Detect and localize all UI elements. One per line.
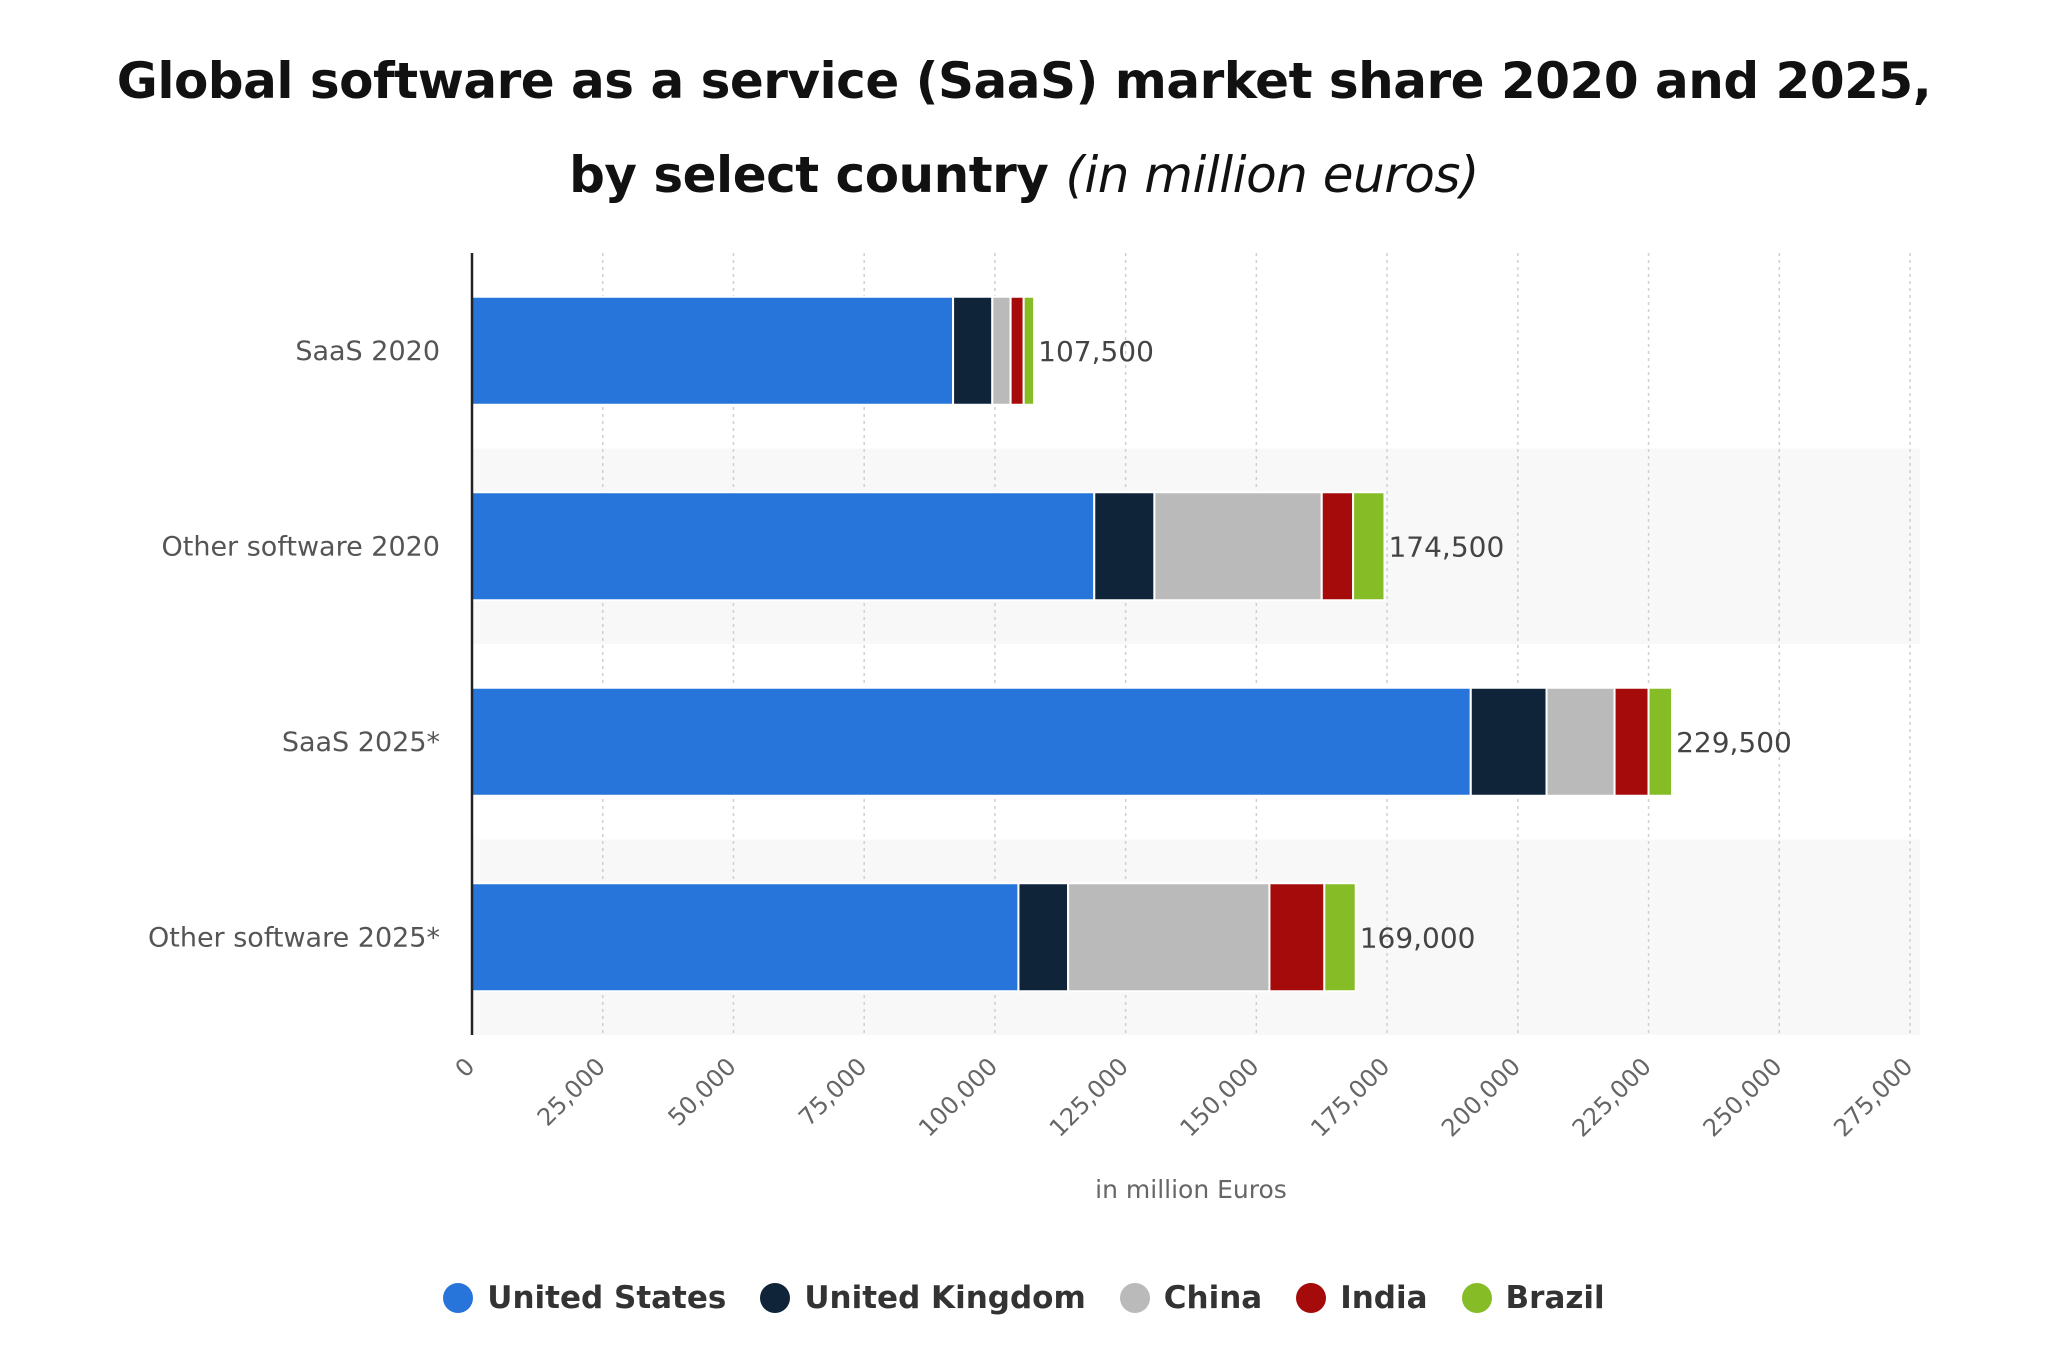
legend-marker-icon	[760, 1283, 791, 1313]
x-axis-title: in million Euros	[1095, 1175, 1287, 1204]
legend-label: Brazil	[1505, 1280, 1605, 1316]
legend-marker-icon	[1296, 1283, 1327, 1313]
legend-marker-icon	[1119, 1283, 1150, 1313]
total-data-label: 229,500	[1676, 726, 1792, 759]
x-tick-label: 275,000	[1828, 1052, 1918, 1142]
legend-item[interactable]: United Kingdom	[760, 1280, 1086, 1316]
x-tick-label: 100,000	[913, 1052, 1003, 1142]
x-tick-label: 175,000	[1305, 1052, 1395, 1142]
legend-label: United States	[487, 1280, 727, 1316]
legend-label: India	[1340, 1280, 1428, 1316]
bar-segment-india	[1009, 295, 1025, 406]
category-label: Other software 2025*	[148, 922, 440, 953]
bar-segment-india	[1613, 686, 1650, 797]
total-data-label: 107,500	[1038, 335, 1154, 368]
bar-segment-united-states	[471, 686, 1472, 797]
bar-segment-china	[1545, 686, 1616, 797]
x-tick-label: 150,000	[1175, 1052, 1265, 1142]
total-data-label: 169,000	[1360, 921, 1476, 954]
x-tick-label: 25,000	[532, 1052, 611, 1131]
bar-segment-china	[1153, 491, 1323, 602]
bar-segment-brazil	[1352, 491, 1386, 602]
bar-segment-united-kingdom	[1469, 686, 1548, 797]
legend-item[interactable]: United States	[443, 1280, 726, 1316]
bar-segment-united-kingdom	[1093, 491, 1156, 602]
legend-label: United Kingdom	[804, 1280, 1086, 1316]
legend-item[interactable]: India	[1296, 1280, 1428, 1316]
x-tick-label: 250,000	[1698, 1052, 1788, 1142]
bar-segment-brazil	[1323, 882, 1357, 993]
chart-title-unit: (in million euros)	[1065, 146, 1479, 204]
bar-segment-united-kingdom	[1017, 882, 1070, 993]
bar-segment-india	[1320, 491, 1355, 602]
bar-segment-united-states	[471, 491, 1096, 602]
bar-segment-united-states	[471, 295, 955, 406]
x-tick-label: 75,000	[793, 1052, 872, 1131]
bar-segment-united-kingdom	[952, 295, 994, 406]
bar-segment-brazil	[1022, 295, 1036, 406]
legend-marker-icon	[1461, 1283, 1492, 1313]
total-data-label: 174,500	[1388, 530, 1504, 563]
x-tick-label: 225,000	[1567, 1052, 1657, 1142]
legend-label: China	[1163, 1280, 1263, 1316]
bar-segment-united-states	[471, 882, 1020, 993]
bar-segment-brazil	[1647, 686, 1674, 797]
category-label: Other software 2020	[162, 531, 441, 562]
legend-item[interactable]: China	[1119, 1280, 1263, 1316]
chart-title-line1: Global software as a service (SaaS) mark…	[116, 52, 1932, 110]
legend-marker-icon	[443, 1283, 474, 1313]
legend: United States United Kingdom China India Bra…	[0, 1280, 2048, 1316]
bar-segment-china	[1067, 882, 1271, 993]
x-tick-label: 200,000	[1436, 1052, 1526, 1142]
chart-title-bold: by select country	[569, 146, 1049, 204]
x-tick-label: 125,000	[1044, 1052, 1134, 1142]
x-tick-label: 0	[450, 1052, 481, 1083]
x-tick-label: 50,000	[663, 1052, 742, 1131]
category-label: SaaS 2025*	[282, 727, 440, 758]
category-label: SaaS 2020	[295, 336, 440, 367]
bar-segment-india	[1268, 882, 1326, 993]
legend-item[interactable]: Brazil	[1461, 1280, 1605, 1316]
chart-title-line2: by select country (in million euros)	[0, 146, 2048, 204]
bar-segment-china	[991, 295, 1012, 406]
